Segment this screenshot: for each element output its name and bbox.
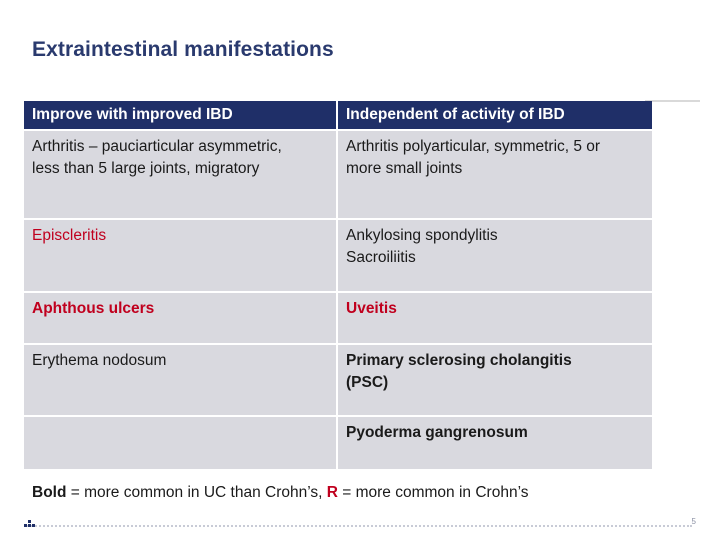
cell-text-line: Aphthous ulcers [32,300,155,317]
footer-dotted-line [24,525,692,527]
cell-text-line: Sacroiliitis [346,249,416,266]
page-number: 5 [691,517,696,526]
table-cell-r2-right: Ankylosing spondylitis Sacroiliitis [338,220,652,291]
cell-text-line: Uveitis [346,300,397,317]
header-independent-of-ibd: Independent of activity of IBD [338,101,652,129]
legend-bold-term: Bold [32,484,67,501]
header-improve-with-ibd: Improve with improved IBD [24,101,336,129]
cell-text-line: Episcleritis [32,227,107,244]
table-cell-r5-right: Pyoderma gangrenosum [338,417,652,469]
company-logo-icon [24,520,36,528]
cell-text-line: more small joints [346,160,463,177]
table-cell-r1-right: Arthritis polyarticular, symmetric, 5 or… [338,131,652,218]
manifestations-table: Improve with improved IBD Independent of… [24,101,652,469]
table-cell-r4-left: Erythema nodosum [24,345,336,415]
legend: Bold = more common in UC than Crohn’s, R… [32,484,528,502]
cell-text-line: Primary sclerosing cholangitis [346,352,572,369]
table-cell-r5-left [24,417,336,469]
cell-text-line: Arthritis polyarticular, symmetric, 5 or [346,138,601,155]
cell-text-line: Ankylosing spondylitis [346,227,498,244]
cell-text-line: Pyoderma gangrenosum [346,424,528,441]
legend-r-term: R [326,484,338,501]
table-cell-r3-right: Uveitis [338,293,652,343]
table-cell-r4-right: Primary sclerosing cholangitis (PSC) [338,345,652,415]
cell-text-line: Arthritis – pauciarticular asymmetric, [32,138,282,155]
legend-r-text: = more common in Crohn’s [337,484,529,501]
cell-text-line: less than 5 large joints, migratory [32,160,260,177]
cell-text-line: Erythema nodosum [32,352,167,369]
table-cell-r3-left: Aphthous ulcers [24,293,336,343]
cell-text-line: (PSC) [346,374,389,391]
table-cell-r1-left: Arthritis – pauciarticular asymmetric, le… [24,131,336,218]
legend-bold-text: = more common in UC than Crohn’s, [66,484,327,501]
table-cell-r2-left: Episcleritis [24,220,336,291]
slide-title: Extraintestinal manifestations [32,38,334,61]
header-rule [645,100,700,102]
